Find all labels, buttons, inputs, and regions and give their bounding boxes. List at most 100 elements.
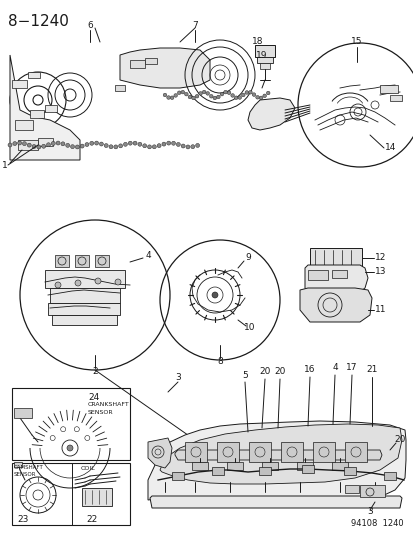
Bar	[28, 72, 40, 78]
Circle shape	[223, 90, 227, 94]
Circle shape	[104, 143, 108, 148]
Circle shape	[80, 144, 84, 148]
Circle shape	[202, 90, 205, 94]
Text: 3: 3	[175, 374, 180, 383]
Circle shape	[32, 144, 36, 149]
Bar	[331, 462, 347, 470]
Circle shape	[37, 145, 41, 149]
Polygon shape	[299, 288, 371, 322]
Bar	[192, 462, 207, 470]
Text: 6: 6	[87, 20, 93, 29]
Circle shape	[61, 142, 65, 146]
Bar	[296, 462, 312, 470]
Text: 4: 4	[331, 364, 337, 373]
Text: 3: 3	[366, 507, 372, 516]
Circle shape	[85, 142, 89, 147]
Text: 94108  1240: 94108 1240	[351, 519, 403, 528]
Circle shape	[109, 145, 113, 149]
Circle shape	[18, 141, 21, 145]
Text: COIL: COIL	[81, 466, 95, 471]
Circle shape	[152, 145, 156, 149]
Text: 23: 23	[17, 515, 28, 524]
Bar	[226, 462, 242, 470]
Circle shape	[191, 96, 195, 100]
Bar	[389, 95, 401, 101]
Circle shape	[213, 96, 216, 100]
Text: 20: 20	[393, 435, 405, 445]
Bar	[309, 248, 361, 268]
Circle shape	[211, 292, 218, 298]
Polygon shape	[147, 421, 405, 506]
Circle shape	[230, 94, 234, 97]
Bar	[379, 85, 397, 93]
Bar	[14, 462, 22, 467]
Bar	[75, 255, 89, 267]
Circle shape	[99, 142, 103, 146]
Bar	[344, 485, 358, 493]
Circle shape	[75, 145, 79, 149]
Bar	[48, 303, 120, 315]
Circle shape	[115, 279, 121, 285]
Text: SENSOR: SENSOR	[88, 410, 113, 415]
Bar	[52, 315, 117, 325]
Circle shape	[114, 145, 118, 149]
Bar	[130, 60, 145, 68]
Circle shape	[195, 143, 199, 148]
Circle shape	[234, 96, 237, 100]
Text: 8: 8	[216, 358, 222, 367]
Polygon shape	[147, 438, 171, 468]
Circle shape	[259, 96, 262, 100]
Text: 11: 11	[374, 305, 386, 314]
Polygon shape	[150, 496, 401, 508]
Circle shape	[255, 95, 259, 99]
Circle shape	[181, 144, 185, 148]
Circle shape	[177, 91, 180, 94]
Circle shape	[241, 93, 244, 97]
Text: 10: 10	[244, 324, 255, 333]
Circle shape	[138, 142, 142, 146]
Bar	[256, 57, 272, 63]
Bar	[50, 288, 120, 303]
Circle shape	[171, 141, 175, 145]
Text: CAMSHAFT: CAMSHAFT	[14, 465, 44, 470]
Text: 5: 5	[242, 370, 247, 379]
Circle shape	[13, 142, 17, 146]
Text: 16: 16	[304, 366, 315, 375]
Bar	[261, 462, 277, 470]
Polygon shape	[247, 98, 294, 130]
Circle shape	[184, 92, 188, 96]
Circle shape	[166, 96, 170, 99]
Circle shape	[266, 91, 269, 95]
Bar	[18, 140, 38, 150]
Bar	[45, 105, 57, 112]
Circle shape	[56, 141, 60, 145]
Circle shape	[198, 92, 202, 95]
Text: SENSOR: SENSOR	[14, 472, 36, 477]
Circle shape	[227, 91, 230, 94]
Bar	[12, 463, 130, 525]
Bar	[15, 120, 33, 130]
Circle shape	[166, 141, 170, 145]
Bar	[307, 270, 327, 280]
Bar	[45, 270, 125, 288]
Circle shape	[75, 280, 81, 286]
Circle shape	[195, 94, 198, 98]
Circle shape	[22, 142, 26, 146]
Bar	[82, 488, 112, 506]
Bar	[14, 408, 32, 418]
Circle shape	[180, 90, 184, 94]
Text: 14: 14	[384, 143, 395, 152]
Polygon shape	[10, 55, 80, 160]
Circle shape	[51, 141, 55, 146]
Circle shape	[142, 144, 146, 148]
Circle shape	[252, 93, 255, 96]
Circle shape	[66, 143, 69, 147]
Text: 1: 1	[2, 160, 8, 169]
Bar	[30, 110, 44, 118]
Circle shape	[161, 142, 166, 146]
Bar	[38, 138, 53, 146]
Text: 8−1240: 8−1240	[8, 14, 69, 29]
Bar	[248, 442, 271, 462]
Text: 19: 19	[256, 52, 267, 61]
Polygon shape	[304, 265, 367, 292]
